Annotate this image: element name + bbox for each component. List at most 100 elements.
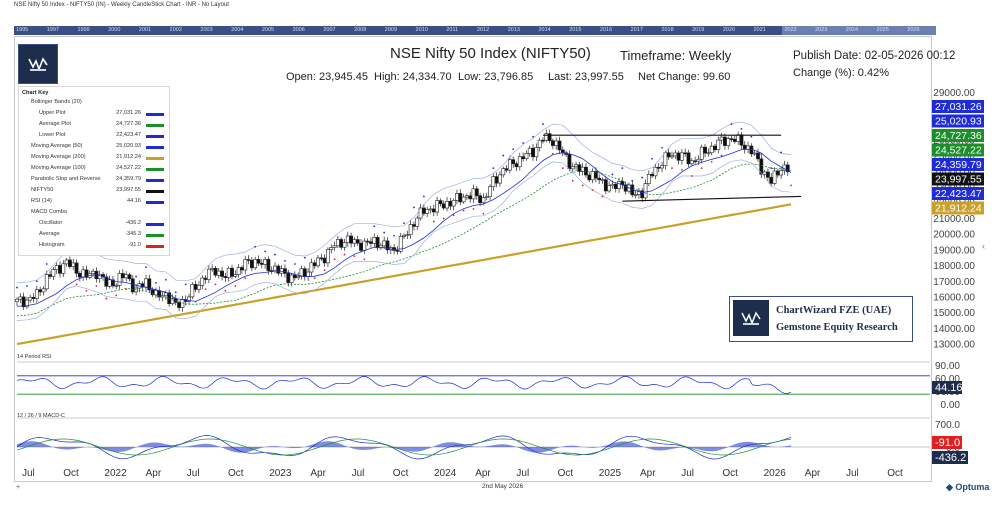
- candle-body: [233, 274, 238, 277]
- year-strip-label[interactable]: 2007: [323, 27, 336, 33]
- year-strip-label[interactable]: 2017: [630, 27, 643, 33]
- chart-key-row: Moving Average (200) 21,912.24: [19, 154, 169, 163]
- psar-dot: [85, 289, 88, 292]
- year-strip-label[interactable]: 2019: [692, 27, 705, 33]
- candle-body: [752, 152, 757, 155]
- candle-body: [445, 201, 449, 209]
- year-strip-label[interactable]: 2009: [384, 27, 398, 33]
- psar-dot: [303, 256, 306, 259]
- year-strip-label[interactable]: 2023: [815, 27, 828, 33]
- x-tick-label: Apr: [475, 468, 491, 479]
- year-strip-label[interactable]: 2025: [876, 27, 889, 33]
- year-strip-label[interactable]: 2004: [231, 27, 244, 33]
- year-strip-label[interactable]: 2016: [599, 27, 613, 33]
- candle-body: [259, 262, 264, 265]
- candle-body: [451, 200, 456, 207]
- candle-body: [646, 174, 651, 184]
- rsi-panel-title: 14 Period RSI: [17, 354, 52, 360]
- y-tick-label: 21000.00: [933, 214, 975, 225]
- chart-key-label: NIFTY50: [31, 187, 54, 193]
- collapse-arrow-icon[interactable]: ‹: [982, 241, 985, 251]
- year-strip-label[interactable]: 2015: [569, 27, 582, 33]
- candle-body: [633, 194, 638, 196]
- candle-body: [428, 208, 433, 211]
- candle-body: [369, 241, 373, 244]
- candle-body: [421, 207, 426, 214]
- ma50-line: [16, 148, 792, 307]
- year-strip-label[interactable]: 2010: [415, 27, 428, 33]
- last-value: Last: 23,997.55: [548, 71, 624, 83]
- year-strip-label[interactable]: 2000: [108, 27, 121, 33]
- candle-body: [726, 138, 731, 146]
- year-strip-label[interactable]: 2026: [907, 27, 920, 33]
- psar-dot: [442, 217, 445, 220]
- psar-dot: [561, 167, 564, 170]
- channel-lower-line[interactable]: [622, 195, 802, 202]
- year-strip-label[interactable]: 2011: [446, 27, 459, 33]
- candle-body: [785, 164, 790, 173]
- macd-oscillator-line: [16, 435, 792, 460]
- candle-body: [610, 183, 615, 187]
- psar-dot: [95, 285, 98, 287]
- net-change: Net Change: 99.60: [638, 71, 731, 83]
- candle-body: [365, 240, 370, 243]
- x-tick-label: 2022: [104, 468, 127, 479]
- candle-body: [703, 146, 707, 154]
- chart-key-row: Oscillator -436.2: [19, 220, 169, 229]
- year-strip-label[interactable]: 2020: [722, 27, 736, 33]
- macd-hist-badge-bg: [932, 436, 962, 449]
- psar-dot: [611, 173, 614, 176]
- candle-body: [34, 289, 39, 299]
- candle-body: [206, 268, 211, 280]
- chart-title: NSE Nifty 50 Index (NIFTY50): [390, 45, 591, 62]
- year-range-highlight[interactable]: [782, 26, 936, 35]
- candle-body: [640, 190, 645, 199]
- year-strip-label[interactable]: 2022: [784, 27, 797, 33]
- candle-body: [71, 262, 76, 267]
- ma100-line: [16, 163, 792, 317]
- year-strip-label[interactable]: 2024: [845, 27, 859, 33]
- x-tick-label: Jul: [22, 468, 35, 479]
- year-strip-label[interactable]: 2018: [661, 27, 674, 33]
- candle-body: [81, 269, 86, 278]
- chart-key-value: 21,912.24: [116, 154, 141, 160]
- candle-body: [527, 147, 532, 154]
- chart-key-label: Upper Plot: [39, 110, 66, 116]
- year-strip-label[interactable]: 2002: [169, 27, 182, 33]
- candle-body: [593, 171, 598, 179]
- psar-dot: [581, 184, 584, 187]
- year-strip-label[interactable]: 2012: [477, 27, 490, 33]
- add-icon[interactable]: +: [16, 484, 21, 491]
- candle-body: [517, 156, 522, 168]
- year-navigator[interactable]: 1995 1997 1999 2000 2001 2002 2003 2004 2005 2006…: [14, 26, 936, 35]
- psar-dot: [26, 285, 28, 287]
- psar-dot: [214, 283, 217, 286]
- year-strip-label[interactable]: 2006: [292, 27, 305, 33]
- candle-body: [306, 271, 311, 277]
- psar-dot: [254, 245, 257, 248]
- year-strip-label[interactable]: 1997: [46, 27, 59, 33]
- year-strip-label[interactable]: 2013: [507, 27, 520, 33]
- candle-body: [200, 277, 205, 286]
- candle-body: [567, 154, 572, 170]
- year-strip-label[interactable]: 1999: [77, 27, 90, 33]
- year-strip-label[interactable]: 2014: [538, 27, 551, 33]
- psar-dot: [184, 283, 187, 286]
- psar-dot: [164, 278, 167, 281]
- year-strip-label[interactable]: 1995: [16, 27, 29, 33]
- chart-key-swatch: [146, 124, 164, 127]
- y-tick-label: 15000.00: [933, 308, 975, 319]
- candle-body: [425, 209, 430, 214]
- year-strip-label[interactable]: 2005: [261, 27, 275, 33]
- candle-body: [167, 292, 172, 304]
- price-badge-bg: [932, 172, 984, 186]
- price-badge: 27,031.26: [935, 101, 982, 113]
- candle-body: [660, 165, 664, 169]
- candle-body: [111, 279, 115, 287]
- year-strip-label[interactable]: 2001: [138, 27, 152, 33]
- chart-key-row: Lower Plot 22,423.47: [19, 132, 169, 141]
- year-strip-label[interactable]: 2008: [354, 27, 367, 33]
- year-strip-label[interactable]: 2003: [200, 27, 213, 33]
- year-strip-label[interactable]: 2021: [753, 27, 766, 33]
